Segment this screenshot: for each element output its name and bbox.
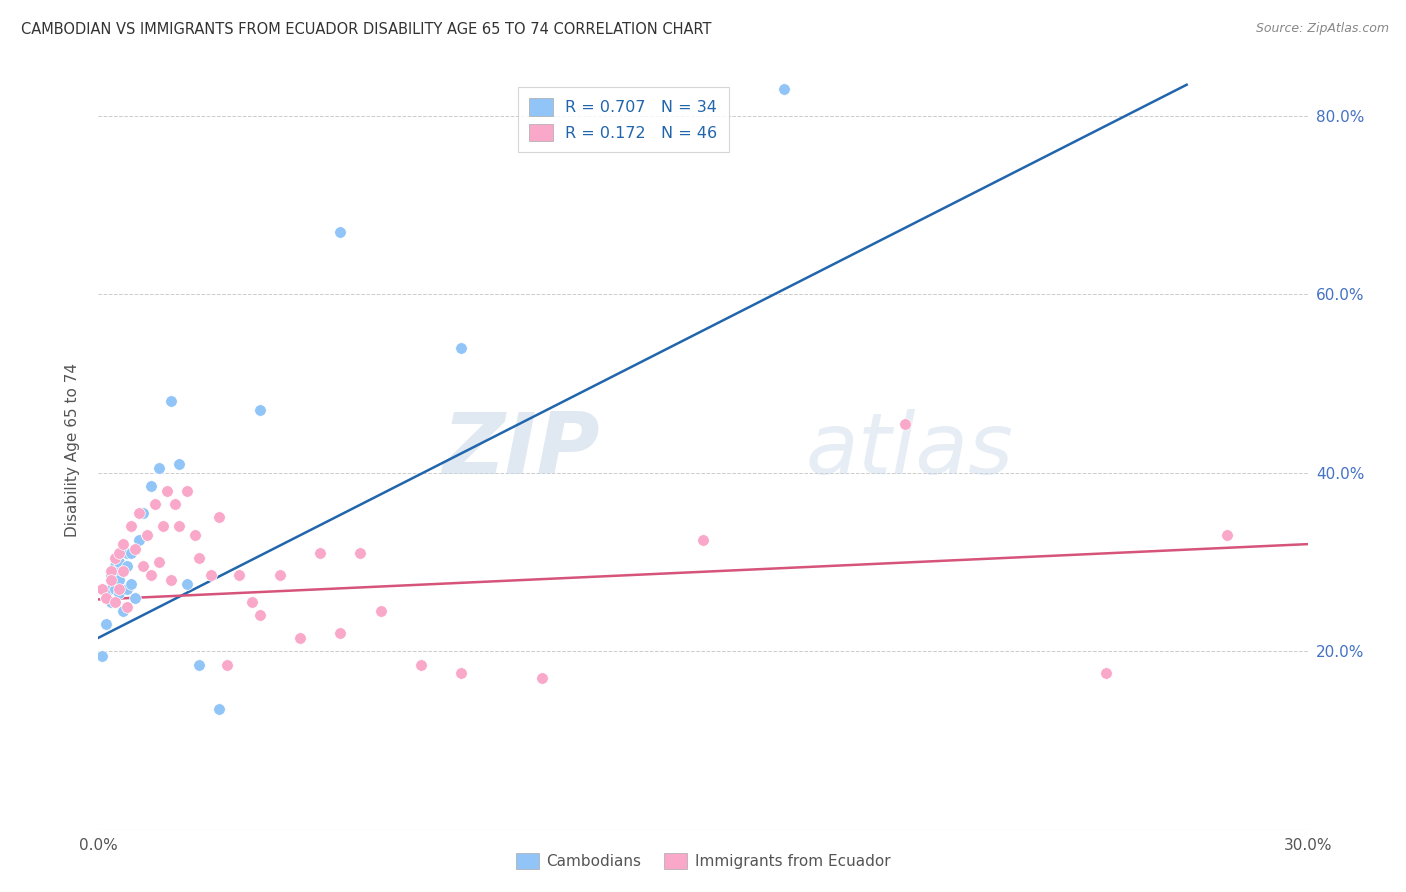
Point: [128, 506, 150, 520]
Point: [148, 461, 170, 475]
Point: [160, 573, 183, 587]
Point: [200, 568, 222, 582]
Point: [139, 479, 162, 493]
Point: [269, 568, 291, 582]
Point: [103, 550, 125, 565]
Point: [135, 528, 157, 542]
Point: [409, 657, 432, 672]
Legend: Cambodians, Immigrants from Ecuador: Cambodians, Immigrants from Ecuador: [509, 847, 897, 875]
Point: [167, 519, 190, 533]
Point: [91, 582, 114, 596]
Point: [120, 546, 142, 560]
Point: [111, 604, 134, 618]
Text: ZIP: ZIP: [443, 409, 600, 492]
Point: [100, 568, 122, 582]
Point: [163, 497, 186, 511]
Point: [167, 457, 190, 471]
Point: [208, 510, 231, 524]
Point: [893, 417, 915, 431]
Point: [96, 591, 118, 605]
Point: [96, 591, 118, 605]
Point: [96, 617, 118, 632]
Point: [111, 564, 134, 578]
Point: [152, 519, 174, 533]
Point: [450, 341, 472, 355]
Point: [132, 506, 155, 520]
Point: [692, 533, 714, 547]
Point: [1216, 528, 1239, 542]
Point: [132, 559, 155, 574]
Point: [156, 483, 179, 498]
Point: [115, 559, 138, 574]
Point: [111, 537, 134, 551]
Point: [329, 626, 352, 640]
Point: [103, 559, 125, 574]
Point: [115, 599, 138, 614]
Point: [188, 657, 211, 672]
Point: [107, 586, 129, 600]
Point: [143, 497, 166, 511]
Point: [107, 546, 129, 560]
Point: [139, 568, 162, 582]
Point: [349, 546, 371, 560]
Point: [100, 595, 122, 609]
Point: [530, 671, 553, 685]
Point: [120, 577, 142, 591]
Point: [309, 546, 332, 560]
Y-axis label: Disability Age 65 to 74: Disability Age 65 to 74: [65, 363, 80, 538]
Point: [1095, 666, 1118, 681]
Point: [208, 702, 231, 716]
Point: [107, 582, 129, 596]
Text: atlas: atlas: [806, 409, 1014, 492]
Point: [370, 604, 392, 618]
Point: [176, 483, 198, 498]
Point: [288, 631, 311, 645]
Point: [188, 550, 211, 565]
Point: [100, 564, 122, 578]
Point: [103, 595, 125, 609]
Point: [111, 564, 134, 578]
Point: [772, 82, 794, 96]
Point: [249, 403, 271, 417]
Point: [329, 225, 352, 239]
Point: [160, 394, 183, 409]
Point: [249, 608, 271, 623]
Point: [240, 595, 263, 609]
Legend: R = 0.707   N = 34, R = 0.172   N = 46: R = 0.707 N = 34, R = 0.172 N = 46: [517, 87, 728, 153]
Point: [217, 657, 239, 672]
Point: [103, 582, 125, 596]
Point: [107, 555, 129, 569]
Text: CAMBODIAN VS IMMIGRANTS FROM ECUADOR DISABILITY AGE 65 TO 74 CORRELATION CHART: CAMBODIAN VS IMMIGRANTS FROM ECUADOR DIS…: [21, 22, 711, 37]
Point: [100, 573, 122, 587]
Point: [124, 541, 146, 556]
Point: [148, 555, 170, 569]
Point: [91, 648, 114, 663]
Point: [450, 666, 472, 681]
Text: Source: ZipAtlas.com: Source: ZipAtlas.com: [1256, 22, 1389, 36]
Point: [115, 546, 138, 560]
Point: [107, 573, 129, 587]
Point: [228, 568, 250, 582]
Point: [128, 533, 150, 547]
Point: [184, 528, 207, 542]
Point: [120, 519, 142, 533]
Point: [115, 582, 138, 596]
Point: [124, 591, 146, 605]
Point: [176, 577, 198, 591]
Point: [103, 564, 125, 578]
Point: [135, 528, 157, 542]
Point: [100, 582, 122, 596]
